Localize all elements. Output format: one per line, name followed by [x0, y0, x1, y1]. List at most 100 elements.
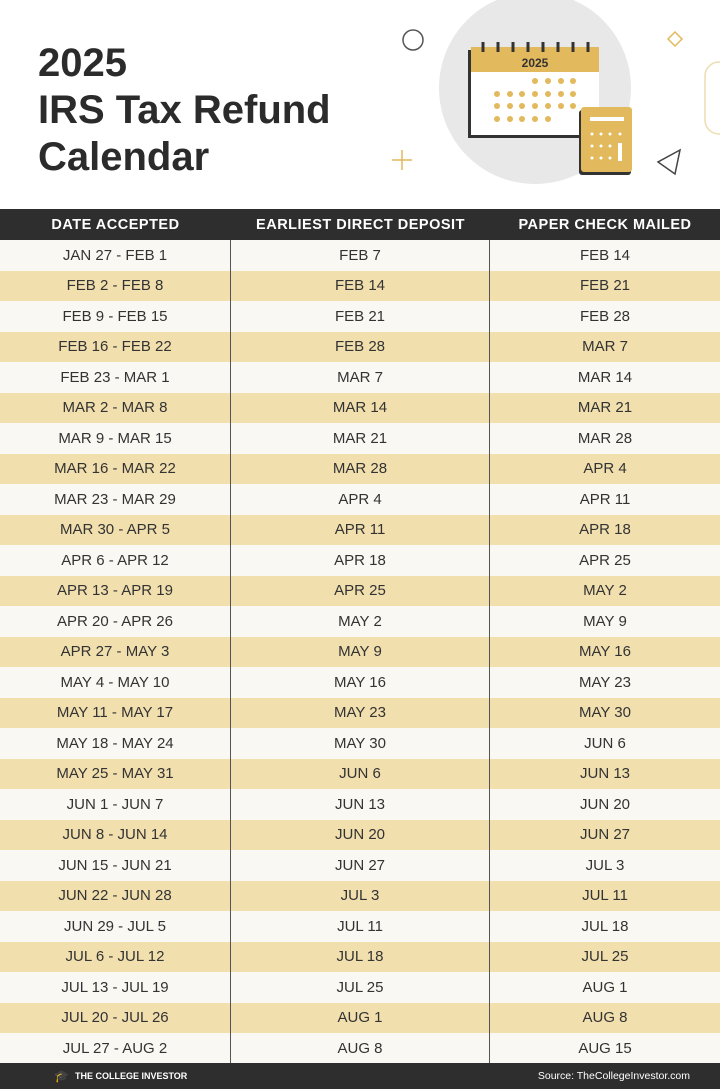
direct-deposit-cell: APR 11	[231, 514, 490, 545]
table-row: JUN 29 - JUL 5 JUL 11 JUL 18	[0, 911, 720, 942]
direct-deposit-cell: AUG 1	[231, 1002, 490, 1033]
direct-deposit-cell: JUN 20	[231, 819, 490, 850]
date-accepted-cell: MAR 16 - MAR 22	[0, 453, 231, 484]
date-accepted-cell: FEB 16 - FEB 22	[0, 331, 231, 362]
table-row: MAY 25 - MAY 31 JUN 6 JUN 13	[0, 758, 720, 789]
direct-deposit-cell: MAY 30	[231, 728, 490, 759]
paper-check-cell: MAR 7	[582, 338, 628, 356]
direct-deposit-cell: MAR 28	[231, 453, 490, 484]
diamond-decoration	[666, 30, 684, 48]
table-row: JUL 27 - AUG 2 AUG 8 AUG 15	[0, 1033, 720, 1064]
footer: 🎓 THE COLLEGE INVESTOR Source: TheColleg…	[0, 1063, 720, 1089]
date-accepted-cell: MAR 2 - MAR 8	[0, 392, 231, 423]
brand-logo: 🎓 THE COLLEGE INVESTOR	[54, 1069, 188, 1083]
paper-check-cell: AUG 15	[578, 1039, 632, 1057]
paper-check-cell: JUL 3	[585, 856, 625, 874]
table-row: JUL 13 - JUL 19 JUL 25 AUG 1	[0, 972, 720, 1003]
table-row: MAR 9 - MAR 15 MAR 21 MAR 28	[0, 423, 720, 454]
circle-decoration	[402, 29, 424, 51]
table-row: FEB 16 - FEB 22 FEB 28 MAR 7	[0, 331, 720, 362]
paper-check-cell: MAY 16	[579, 643, 631, 661]
direct-deposit-cell: JUL 18	[231, 941, 490, 972]
table-row: MAY 18 - MAY 24 MAY 30 JUN 6	[0, 728, 720, 759]
date-accepted-cell: FEB 2 - FEB 8	[0, 270, 231, 301]
date-accepted-cell: MAY 4 - MAY 10	[0, 667, 231, 698]
paper-check-cell: MAY 9	[583, 612, 627, 630]
column-header-direct-deposit: EARLIEST DIRECT DEPOSIT	[256, 216, 465, 233]
paper-check-cell: JUL 25	[581, 948, 629, 966]
table-row: MAY 11 - MAY 17 MAY 23 MAY 30	[0, 697, 720, 728]
table-row: JAN 27 - FEB 1 FEB 7 FEB 14	[0, 240, 720, 271]
table-row: JUL 6 - JUL 12 JUL 18 JUL 25	[0, 941, 720, 972]
direct-deposit-cell: FEB 28	[231, 331, 490, 362]
source-text: Source: TheCollegeInvestor.com	[537, 1070, 690, 1082]
direct-deposit-cell: APR 4	[231, 484, 490, 515]
direct-deposit-cell: MAY 16	[231, 667, 490, 698]
date-accepted-cell: JUN 29 - JUL 5	[0, 911, 231, 942]
date-accepted-cell: MAR 9 - MAR 15	[0, 423, 231, 454]
paper-check-cell: AUG 8	[582, 1009, 628, 1027]
date-accepted-cell: FEB 9 - FEB 15	[0, 301, 231, 332]
paper-check-cell: APR 25	[579, 551, 631, 569]
table-row: JUL 20 - JUL 26 AUG 1 AUG 8	[0, 1002, 720, 1033]
date-accepted-cell: JUL 27 - AUG 2	[0, 1033, 231, 1064]
paper-check-cell: JUN 13	[579, 765, 631, 783]
date-accepted-cell: JUN 22 - JUN 28	[0, 880, 231, 911]
table-row: FEB 9 - FEB 15 FEB 21 FEB 28	[0, 301, 720, 332]
date-accepted-cell: APR 6 - APR 12	[0, 545, 231, 576]
table-row: MAR 16 - MAR 22 MAR 28 APR 4	[0, 453, 720, 484]
table-row: MAR 2 - MAR 8 MAR 14 MAR 21	[0, 392, 720, 423]
graduation-cap-icon: 🎓	[54, 1069, 69, 1083]
triangle-decoration	[656, 148, 682, 176]
paper-check-cell: JUL 18	[581, 917, 629, 935]
date-accepted-cell: JUN 15 - JUN 21	[0, 850, 231, 881]
direct-deposit-cell: APR 18	[231, 545, 490, 576]
direct-deposit-cell: FEB 7	[231, 240, 490, 271]
date-accepted-cell: APR 13 - APR 19	[0, 575, 231, 606]
paper-check-cell: FEB 14	[579, 246, 631, 264]
table-row: JUN 8 - JUN 14 JUN 20 JUN 27	[0, 819, 720, 850]
direct-deposit-cell: MAR 7	[231, 362, 490, 393]
date-accepted-cell: JUL 20 - JUL 26	[0, 1002, 231, 1033]
direct-deposit-cell: JUL 11	[231, 911, 490, 942]
date-accepted-cell: JUL 6 - JUL 12	[0, 941, 231, 972]
direct-deposit-cell: JUL 25	[231, 972, 490, 1003]
date-accepted-cell: APR 27 - MAY 3	[0, 636, 231, 667]
paper-check-cell: MAY 30	[579, 704, 631, 722]
table-row: APR 20 - APR 26 MAY 2 MAY 9	[0, 606, 720, 637]
table-row: FEB 23 - MAR 1 MAR 7 MAR 14	[0, 362, 720, 393]
table-row: MAR 30 - APR 5 APR 11 APR 18	[0, 514, 720, 545]
paper-check-cell: JUN 6	[584, 734, 626, 752]
date-accepted-cell: MAR 23 - MAR 29	[0, 484, 231, 515]
direct-deposit-cell: MAR 21	[231, 423, 490, 454]
direct-deposit-cell: MAY 2	[231, 606, 490, 637]
direct-deposit-cell: JUL 3	[231, 880, 490, 911]
table-row: JUN 15 - JUN 21 JUN 27 JUL 3	[0, 850, 720, 881]
direct-deposit-cell: FEB 21	[231, 301, 490, 332]
paper-check-cell: JUN 20	[579, 795, 631, 813]
direct-deposit-cell: MAR 14	[231, 392, 490, 423]
paper-check-cell: FEB 21	[579, 277, 631, 295]
direct-deposit-cell: AUG 8	[231, 1033, 490, 1064]
date-accepted-cell: JUN 8 - JUN 14	[0, 819, 231, 850]
page-title: 2025 IRS Tax Refund Calendar	[38, 41, 331, 179]
table-row: MAY 4 - MAY 10 MAY 16 MAY 23	[0, 667, 720, 698]
date-accepted-cell: MAY 11 - MAY 17	[0, 697, 231, 728]
date-accepted-cell: JAN 27 - FEB 1	[0, 240, 231, 271]
table-header: DATE ACCEPTED EARLIEST DIRECT DEPOSIT PA…	[0, 209, 720, 240]
table-row: APR 13 - APR 19 APR 25 MAY 2	[0, 575, 720, 606]
refund-table-body: JAN 27 - FEB 1 FEB 7 FEB 14 FEB 2 - FEB 8 FE…	[0, 240, 720, 1064]
paper-check-cell: FEB 28	[579, 307, 631, 325]
calculator-icon	[581, 107, 632, 172]
paper-check-cell: MAY 2	[583, 582, 627, 600]
paper-check-cell: JUL 11	[582, 887, 628, 905]
table-row: FEB 2 - FEB 8 FEB 14 FEB 21	[0, 270, 720, 301]
direct-deposit-cell: APR 25	[231, 575, 490, 606]
paper-check-cell: AUG 1	[582, 978, 628, 996]
date-accepted-cell: JUN 1 - JUN 7	[0, 789, 231, 820]
direct-deposit-cell: JUN 13	[231, 789, 490, 820]
table-row: APR 6 - APR 12 APR 18 APR 25	[0, 545, 720, 576]
paper-check-cell: MAR 14	[577, 368, 633, 386]
svg-text:2025: 2025	[522, 56, 549, 70]
date-accepted-cell: FEB 23 - MAR 1	[0, 362, 231, 393]
